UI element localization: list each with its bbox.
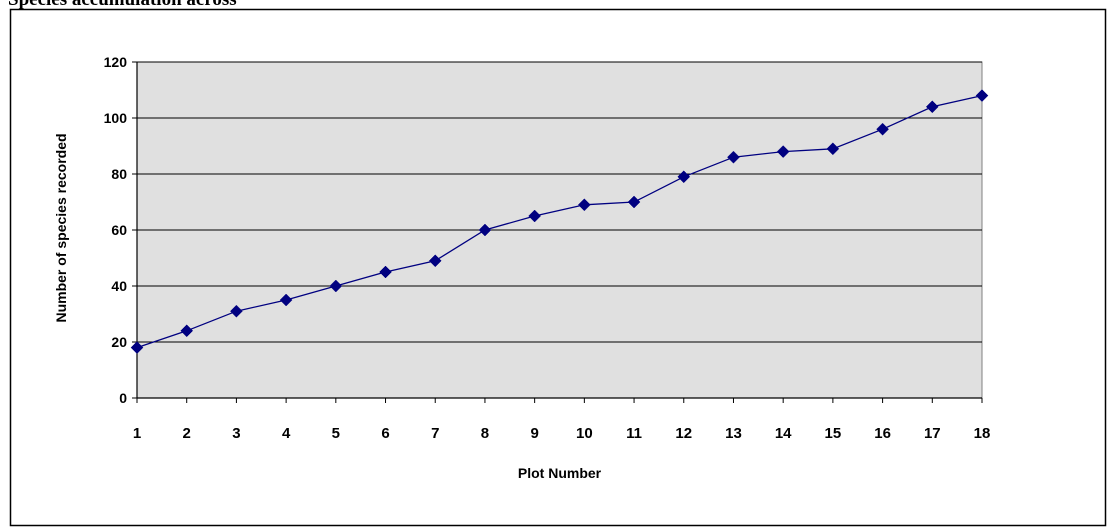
y-tick-label: 0 xyxy=(119,390,127,406)
data-point xyxy=(528,209,542,223)
data-point xyxy=(180,324,194,338)
data-point xyxy=(329,279,343,293)
data-point xyxy=(727,150,740,164)
page-title: Species accumulation across xyxy=(8,0,237,11)
y-tick-label: 80 xyxy=(111,166,127,182)
x-tick-label: 7 xyxy=(431,425,439,442)
y-tick-label: 40 xyxy=(111,278,127,294)
x-tick-label: 12 xyxy=(675,425,692,442)
x-tick-label: 16 xyxy=(874,425,891,442)
data-point xyxy=(279,293,293,307)
x-tick-label: 6 xyxy=(381,425,389,442)
x-tick-label: 10 xyxy=(576,425,593,442)
data-point xyxy=(677,170,691,184)
data-point xyxy=(379,265,392,279)
data-point xyxy=(876,122,889,136)
data-point xyxy=(925,100,939,114)
x-tick-label: 17 xyxy=(924,425,941,442)
data-point xyxy=(577,198,591,212)
data-series xyxy=(130,89,989,354)
data-point xyxy=(975,89,989,102)
x-tick-label: 13 xyxy=(725,425,742,442)
x-tick-label: 9 xyxy=(530,425,538,442)
data-point xyxy=(230,304,243,318)
data-point xyxy=(826,142,840,156)
series-line xyxy=(136,94,983,349)
x-tick-label: 11 xyxy=(626,425,642,442)
x-tick-label: 4 xyxy=(282,425,291,442)
data-point xyxy=(627,195,641,209)
x-tick-label: 8 xyxy=(481,425,489,442)
data-point xyxy=(130,341,144,354)
y-tick-label: 120 xyxy=(104,54,128,70)
data-point xyxy=(428,254,442,268)
y-axis-title: Number of species recorded xyxy=(53,133,69,322)
x-tick-label: 3 xyxy=(232,425,240,442)
y-tick-label: 100 xyxy=(104,110,128,126)
y-tick-label: 20 xyxy=(111,334,127,350)
x-tick-label: 1 xyxy=(133,425,141,442)
x-tick-label: 15 xyxy=(825,425,842,442)
x-axis-title: Plot Number xyxy=(518,465,602,481)
gridlines xyxy=(137,61,982,343)
x-tick-label: 18 xyxy=(974,425,991,442)
data-point xyxy=(776,145,790,158)
x-tick-label: 14 xyxy=(775,425,792,442)
y-tick-label: 60 xyxy=(111,222,127,238)
data-point xyxy=(478,223,492,237)
x-tick-label: 5 xyxy=(332,425,340,442)
x-tick-label: 2 xyxy=(183,425,191,442)
